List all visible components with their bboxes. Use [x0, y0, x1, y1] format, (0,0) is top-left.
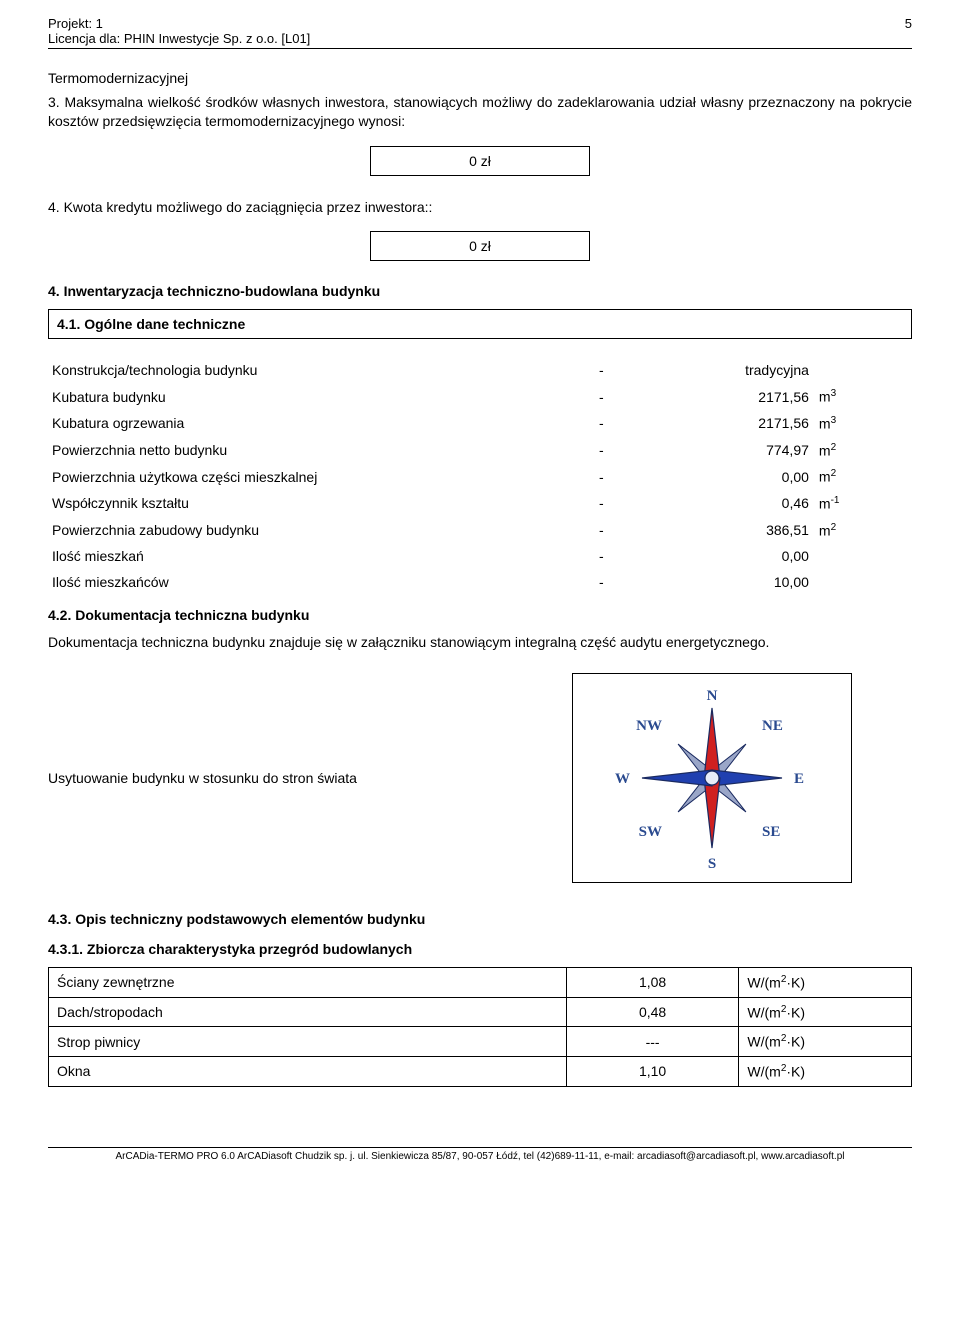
- wall-value: 1,08: [566, 967, 739, 997]
- dash: -: [582, 410, 621, 437]
- tech-label: Ilość mieszkań: [48, 543, 582, 569]
- compass-icon: NSEWNESESWNW: [607, 683, 817, 873]
- tech-value: 2171,56: [621, 410, 815, 437]
- svg-text:SE: SE: [762, 824, 780, 840]
- tech-label: Współczynnik kształtu: [48, 490, 582, 517]
- wall-unit: W/(m2·K): [739, 1056, 912, 1086]
- wall-value: 0,48: [566, 997, 739, 1027]
- svg-text:N: N: [707, 688, 718, 704]
- tech-label: Powierzchnia użytkowa części mieszkalnej: [48, 463, 582, 490]
- svg-text:SW: SW: [639, 824, 662, 840]
- table-row: Ściany zewnętrzne1,08W/(m2·K): [49, 967, 912, 997]
- wall-label: Ściany zewnętrzne: [49, 967, 567, 997]
- dash: -: [582, 543, 621, 569]
- table-row: Powierzchnia zabudowy budynku-386,51m2: [48, 517, 912, 544]
- table-row: Konstrukcja/technologia budynku-tradycyj…: [48, 357, 912, 383]
- header-divider: [48, 48, 912, 49]
- table-row: Ilość mieszkańców-10,00: [48, 569, 912, 595]
- footer-text: ArCADia-TERMO PRO 6.0 ArCADiasoft Chudzi…: [48, 1147, 912, 1162]
- tech-value: 0,00: [621, 543, 815, 569]
- wall-unit: W/(m2·K): [739, 967, 912, 997]
- svg-text:E: E: [794, 771, 804, 787]
- wall-value: ---: [566, 1027, 739, 1057]
- tech-value: 2171,56: [621, 383, 815, 410]
- dash: -: [582, 383, 621, 410]
- tech-unit: [815, 569, 912, 595]
- tech-label: Powierzchnia netto budynku: [48, 437, 582, 464]
- intro-line-1: Termomodernizacyjnej: [48, 69, 912, 89]
- wall-unit: W/(m2·K): [739, 997, 912, 1027]
- tech-value: 774,97: [621, 437, 815, 464]
- tech-unit: m2: [815, 463, 912, 490]
- tech-label: Ilość mieszkańców: [48, 569, 582, 595]
- value-box-1: 0 zł: [370, 146, 590, 176]
- table-row: Współczynnik kształtu-0,46m-1: [48, 490, 912, 517]
- wall-value: 1,10: [566, 1056, 739, 1086]
- wall-label: Dach/stropodach: [49, 997, 567, 1027]
- table-row: Ilość mieszkań-0,00: [48, 543, 912, 569]
- wall-label: Strop piwnicy: [49, 1027, 567, 1057]
- compass-label: Usytuowanie budynku w stosunku do stron …: [48, 770, 357, 786]
- tech-unit: m3: [815, 383, 912, 410]
- subheading-4-1: 4.1. Ogólne dane techniczne: [48, 309, 912, 339]
- table-row: Okna1,10W/(m2·K): [49, 1056, 912, 1086]
- svg-text:S: S: [708, 856, 716, 872]
- intro-line-2: 3. Maksymalna wielkość środków własnych …: [48, 93, 912, 132]
- wall-table: Ściany zewnętrzne1,08W/(m2·K)Dach/stropo…: [48, 967, 912, 1087]
- tech-label: Powierzchnia zabudowy budynku: [48, 517, 582, 544]
- tech-value: 10,00: [621, 569, 815, 595]
- dash: -: [582, 490, 621, 517]
- svg-text:NW: NW: [636, 718, 662, 734]
- tech-unit: [815, 543, 912, 569]
- dash: -: [582, 569, 621, 595]
- tech-label: Kubatura ogrzewania: [48, 410, 582, 437]
- dash: -: [582, 463, 621, 490]
- compass-box: NSEWNESESWNW: [572, 673, 852, 883]
- tech-value: 0,46: [621, 490, 815, 517]
- doc-note: Dokumentacja techniczna budynku znajduje…: [48, 633, 912, 653]
- tech-value: 0,00: [621, 463, 815, 490]
- tech-unit: [815, 357, 912, 383]
- intro-line-3: 4. Kwota kredytu możliwego do zaciągnięc…: [48, 198, 912, 218]
- page-number: 5: [905, 16, 912, 46]
- svg-text:W: W: [615, 771, 630, 787]
- tech-value: 386,51: [621, 517, 815, 544]
- svg-text:NE: NE: [762, 718, 783, 734]
- tech-value: tradycyjna: [621, 357, 815, 383]
- table-row: Strop piwnicy---W/(m2·K): [49, 1027, 912, 1057]
- tech-unit: m3: [815, 410, 912, 437]
- project-label: Projekt: 1: [48, 16, 310, 31]
- tech-label: Konstrukcja/technologia budynku: [48, 357, 582, 383]
- compass-row: Usytuowanie budynku w stosunku do stron …: [48, 673, 912, 883]
- dash: -: [582, 437, 621, 464]
- subheading-4-3: 4.3. Opis techniczny podstawowych elemen…: [48, 911, 912, 927]
- subheading-4-3-1: 4.3.1. Zbiorcza charakterystyka przegród…: [48, 941, 912, 957]
- dash: -: [582, 357, 621, 383]
- table-row: Powierzchnia użytkowa części mieszkalnej…: [48, 463, 912, 490]
- tech-label: Kubatura budynku: [48, 383, 582, 410]
- table-row: Kubatura ogrzewania-2171,56m3: [48, 410, 912, 437]
- tech-unit: m-1: [815, 490, 912, 517]
- section-4-heading: 4. Inwentaryzacja techniczno-budowlana b…: [48, 283, 912, 299]
- wall-label: Okna: [49, 1056, 567, 1086]
- tech-unit: m2: [815, 517, 912, 544]
- tech-data-table: Konstrukcja/technologia budynku-tradycyj…: [48, 357, 912, 595]
- subheading-4-2: 4.2. Dokumentacja techniczna budynku: [48, 607, 912, 623]
- dash: -: [582, 517, 621, 544]
- license-label: Licencja dla: PHIN Inwestycje Sp. z o.o.…: [48, 31, 310, 46]
- wall-unit: W/(m2·K): [739, 1027, 912, 1057]
- tech-unit: m2: [815, 437, 912, 464]
- value-box-2: 0 zł: [370, 231, 590, 261]
- table-row: Kubatura budynku-2171,56m3: [48, 383, 912, 410]
- table-row: Powierzchnia netto budynku-774,97m2: [48, 437, 912, 464]
- table-row: Dach/stropodach0,48W/(m2·K): [49, 997, 912, 1027]
